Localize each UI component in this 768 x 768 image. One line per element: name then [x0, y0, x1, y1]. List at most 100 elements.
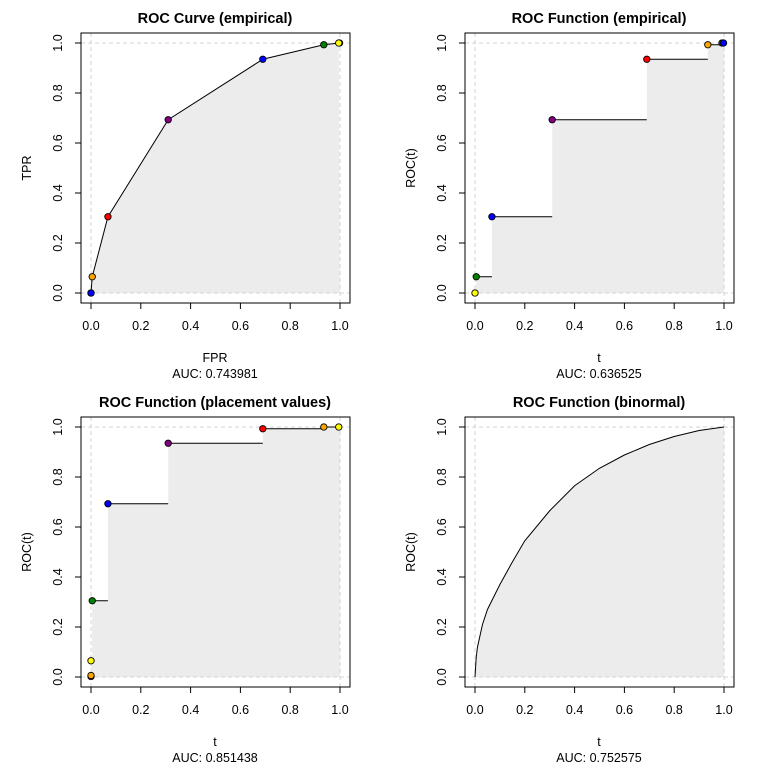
x-tick-label: 0.2	[516, 703, 533, 717]
chart-panel-4: 0.0 0.2 0.4 0.6 0.8 1.0 0.0 0.2 0.4 0.6 0.8 1.0 ROC …	[404, 395, 735, 765]
data-point	[471, 289, 479, 297]
data-point	[335, 39, 343, 47]
y-tick-label: 0.8	[435, 468, 449, 485]
binormal-curve	[474, 426, 725, 678]
x-tick-label: 0.8	[282, 703, 299, 717]
x-tick-label: 1.0	[715, 703, 732, 717]
x-tick-label: 0.6	[616, 703, 633, 717]
y-tick-label: 0.2	[51, 234, 65, 251]
y-tick-label: 0.2	[51, 618, 65, 635]
x-tick-label: 0.0	[82, 703, 99, 717]
data-point	[643, 55, 651, 63]
x-tick-label: 0.6	[232, 703, 249, 717]
y-tick-label: 0.0	[435, 284, 449, 301]
x-tick-label: 0.0	[466, 703, 483, 717]
x-tick-label: 0.2	[132, 703, 149, 717]
auc-area	[475, 427, 724, 677]
x-tick-label: 0.4	[182, 703, 199, 717]
y-tick-label: 0.0	[435, 668, 449, 685]
data-point	[259, 425, 267, 433]
data-point	[320, 423, 328, 431]
y-tick-label: 0.4	[435, 568, 449, 585]
data-point	[88, 273, 96, 281]
x-tick-label: 0.0	[466, 319, 483, 333]
y-tick-label: 0.6	[435, 134, 449, 151]
x-tick-label: 1.0	[331, 319, 348, 333]
auc-label: AUC: 0.851438	[172, 751, 258, 765]
x-tick-label: 0.6	[616, 319, 633, 333]
data-point	[488, 213, 496, 221]
plot-box	[464, 416, 735, 688]
data-point	[87, 657, 95, 665]
plot-box	[80, 32, 351, 304]
data-point	[104, 213, 112, 221]
y-tick-label: 1.0	[435, 34, 449, 51]
x-axis-label: t	[597, 735, 601, 749]
auc-area	[475, 43, 724, 293]
auc-label: AUC: 0.752575	[556, 751, 642, 765]
y-tick-label: 0.4	[435, 184, 449, 201]
x-tick-label: 0.8	[282, 319, 299, 333]
y-axis-label: ROC(t)	[404, 148, 418, 188]
y-tick-label: 0.0	[51, 668, 65, 685]
data-point	[335, 423, 343, 431]
y-tick-label: 0.0	[51, 284, 65, 301]
x-axis-label: t	[597, 351, 601, 365]
y-tick-label: 0.2	[435, 234, 449, 251]
data-point	[472, 273, 480, 281]
y-tick-label: 0.6	[51, 134, 65, 151]
y-tick-label: 0.6	[435, 518, 449, 535]
y-tick-label: 0.4	[51, 568, 65, 585]
x-tick-label: 1.0	[715, 319, 732, 333]
chart-panel-2: 0.0 0.2 0.4 0.6 0.8 1.0 0.0 0.2 0.4 0.6 0.8 1.0 ROC …	[404, 11, 735, 381]
y-tick-label: 0.8	[51, 84, 65, 101]
chart-title: ROC Function (empirical)	[512, 11, 687, 27]
auc-area	[91, 427, 340, 677]
x-tick-label: 0.8	[666, 319, 683, 333]
y-axis-label: ROC(t)	[20, 532, 34, 572]
x-axis-label: FPR	[203, 351, 228, 365]
data-point	[259, 55, 267, 63]
data-point	[164, 439, 172, 447]
data-point	[704, 41, 712, 49]
data-point	[104, 500, 112, 508]
y-tick-label: 0.8	[435, 84, 449, 101]
auc-label: AUC: 0.636525	[556, 367, 642, 381]
chart-title: ROC Function (placement values)	[99, 395, 331, 411]
x-tick-label: 0.2	[516, 319, 533, 333]
data-point	[719, 39, 728, 47]
data-point	[320, 41, 328, 49]
x-tick-label: 1.0	[331, 703, 348, 717]
x-tick-label: 0.4	[566, 703, 583, 717]
chart-title: ROC Curve (empirical)	[138, 11, 293, 27]
x-tick-label: 0.6	[232, 319, 249, 333]
auc-area	[91, 43, 340, 293]
plot-box	[464, 32, 735, 304]
data-point	[87, 671, 95, 680]
y-tick-label: 0.2	[435, 618, 449, 635]
y-tick-label: 1.0	[51, 418, 65, 435]
plot-box	[80, 416, 351, 688]
x-tick-label: 0.0	[82, 319, 99, 333]
y-tick-label: 0.8	[51, 468, 65, 485]
y-axis-label: TPR	[20, 156, 34, 181]
data-point	[88, 597, 96, 605]
data-point	[87, 289, 95, 297]
y-tick-label: 0.6	[51, 518, 65, 535]
x-tick-label: 0.8	[666, 703, 683, 717]
chart-panel-3: 0.0 0.2 0.4 0.6 0.8 1.0 0.0 0.2 0.4 0.6 0.8 1.0 ROC …	[20, 395, 351, 765]
x-tick-label: 0.4	[566, 319, 583, 333]
y-tick-label: 0.4	[51, 184, 65, 201]
y-tick-label: 1.0	[435, 418, 449, 435]
x-tick-label: 0.4	[182, 319, 199, 333]
auc-label: AUC: 0.743981	[172, 367, 258, 381]
x-axis-label: t	[213, 735, 217, 749]
x-tick-label: 0.2	[132, 319, 149, 333]
chart-title: ROC Function (binormal)	[513, 395, 686, 411]
chart-panel-1: 0.0 0.2 0.4 0.6 0.8 1.0 0.0 0.2 0.4 0.6 0.8 1.0 ROC …	[20, 11, 351, 381]
data-point	[164, 116, 172, 124]
y-tick-label: 1.0	[51, 34, 65, 51]
y-axis-label: ROC(t)	[404, 532, 418, 572]
data-point	[548, 116, 556, 124]
